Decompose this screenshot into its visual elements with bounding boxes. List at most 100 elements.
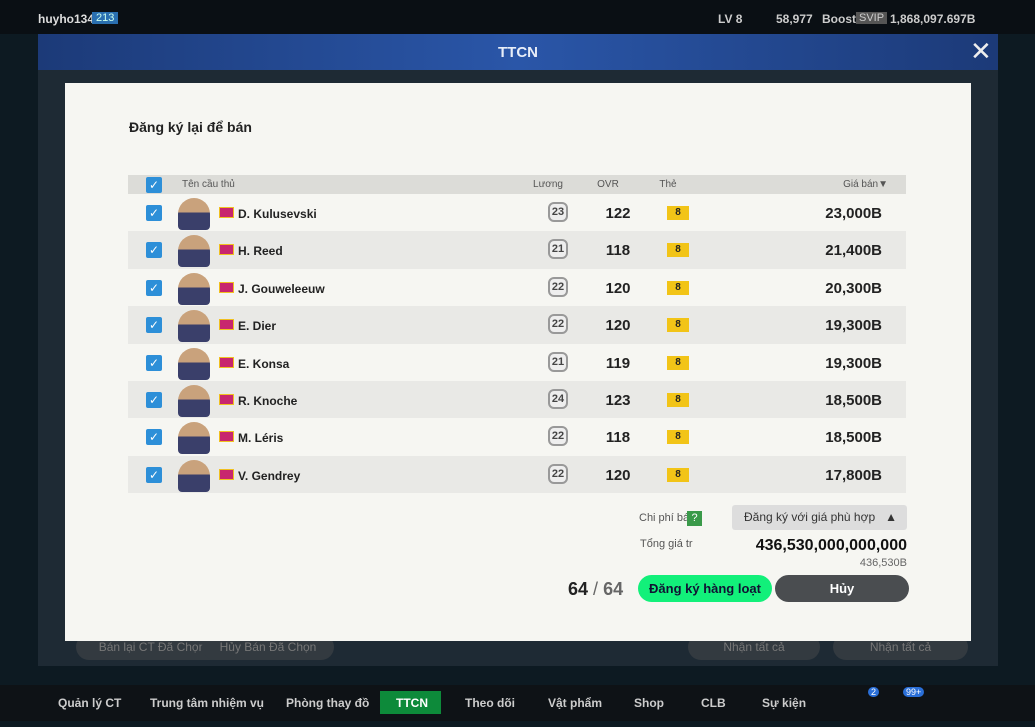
season-badge	[219, 431, 234, 443]
row-checkbox[interactable]: ✓	[146, 466, 162, 483]
card-grade: 8	[667, 318, 689, 333]
card-grade: 8	[667, 393, 689, 407]
nav-item[interactable]: Quản lý CT	[58, 696, 122, 710]
ovr: 122	[605, 205, 631, 222]
salary-badge: 22	[548, 426, 568, 447]
price-dropdown[interactable]: Đăng ký với giá phù hợp ▲	[732, 505, 907, 530]
ovr: 118	[605, 429, 631, 447]
card-grade: 8	[667, 243, 689, 258]
player-name: M. Léris	[238, 431, 284, 446]
salary-badge: 22	[548, 276, 568, 297]
player-name: V. Gendrey	[238, 468, 301, 483]
table-row: ✓ E. Dier 22 120 8 19,300B	[128, 306, 906, 344]
card-grade: 8	[667, 430, 689, 445]
season-badge	[219, 207, 234, 218]
sale-price: 23,000B	[825, 205, 882, 222]
sale-price: 19,300B	[825, 354, 882, 372]
row-checkbox[interactable]: ✓	[146, 279, 162, 296]
table-row: ✓ R. Knoche 24 123 8 18,500B	[128, 381, 906, 419]
nav-item[interactable]: Phòng thay đồ	[286, 696, 370, 710]
salary-badge: 21	[548, 351, 568, 372]
column-header: OVR	[597, 179, 619, 190]
player-name: R. Knoche	[238, 394, 298, 408]
player-avatar	[178, 347, 210, 380]
column-header: Thẻ	[659, 179, 677, 190]
top-bar: huyho134 213 LV 8 58,977 Boost SVIP 1,86…	[0, 0, 1035, 34]
ovr: 120	[605, 466, 631, 484]
row-checkbox[interactable]: ✓	[146, 392, 162, 408]
nav-item[interactable]: Vật phẩm	[548, 696, 603, 710]
count-total: 64	[603, 579, 624, 599]
ovr: 120	[605, 279, 631, 297]
salary-badge: 24	[548, 389, 568, 409]
count: 64 / 64	[568, 579, 623, 600]
close-button[interactable]: ✕	[970, 36, 992, 66]
table-row: ✓ M. Léris 22 118 8 18,500B	[128, 418, 906, 456]
season-badge	[219, 244, 234, 256]
player-avatar	[178, 422, 210, 455]
nav-item[interactable]: Sự kiện	[762, 696, 807, 710]
salary-badge: 21	[548, 239, 568, 260]
table-row: ✓ E. Konsa 21 119 8 19,300B	[128, 343, 906, 381]
dialog-title: Đăng ký lại để bán	[129, 119, 252, 135]
card-grade: 8	[667, 280, 689, 295]
window-header: TTCN	[38, 34, 998, 70]
cost-label: Chi phí bá	[639, 512, 690, 524]
salary-badge: 22	[548, 463, 568, 484]
nav-item[interactable]: Trung tâm nhiệm vụ	[150, 696, 265, 710]
username: huyho134	[38, 12, 95, 26]
card-grade: 8	[667, 467, 689, 482]
player-name: E. Konsa	[238, 356, 290, 371]
season-badge	[219, 468, 234, 480]
sale-price: 19,300B	[825, 317, 882, 335]
table-row: ✓ H. Reed 21 118 8 21,400B	[128, 231, 906, 269]
player-avatar	[178, 385, 210, 417]
row-checkbox[interactable]: ✓	[146, 317, 162, 334]
row-checkbox[interactable]: ✓	[146, 242, 162, 259]
season-badge	[219, 394, 234, 405]
sale-price: 17,800B	[825, 466, 882, 484]
cancel-button[interactable]: Hủy	[775, 575, 909, 602]
table-header: ✓ Tên cầu thủ Lương OVR Thẻ Giá bán▼	[128, 175, 906, 194]
row-checkbox[interactable]: ✓	[146, 354, 162, 371]
column-header: Lương	[533, 179, 563, 190]
total-short: 436,530B	[859, 557, 907, 569]
total-label: Tổng giá tr	[640, 538, 693, 550]
header-checkbox[interactable]: ✓	[146, 177, 162, 193]
bottom-nav: Quản lý CT Trung tâm nhiệm vụ Phòng thay đ…	[0, 685, 1035, 721]
table-row: ✓ D. Kulusevski 23 122 8 23,000B	[128, 194, 906, 232]
player-name: H. Reed	[238, 244, 283, 259]
season-badge	[219, 281, 234, 293]
column-header: Tên cầu thủ	[182, 179, 235, 190]
card-grade: 8	[667, 206, 689, 220]
sale-price: 18,500B	[825, 429, 882, 447]
nav-item[interactable]: TTCN	[396, 696, 428, 710]
nav-active-bg	[380, 691, 441, 714]
player-avatar	[178, 198, 210, 230]
dialog: Đăng ký lại để bán ✓ Tên cầu thủ Lương OVR T…	[65, 83, 971, 641]
nav-item[interactable]: Theo dõi	[465, 696, 515, 710]
sale-price: 18,500B	[825, 392, 882, 409]
help-icon[interactable]: ?	[687, 511, 702, 526]
row-checkbox[interactable]: ✓	[146, 429, 162, 446]
player-avatar	[178, 459, 210, 492]
nav-item[interactable]: Shop	[634, 696, 664, 710]
player-avatar	[178, 272, 210, 305]
salary-badge: 22	[548, 314, 568, 335]
nav-item[interactable]: CLB	[701, 696, 726, 710]
count-selected: 64	[568, 579, 589, 599]
window-title: TTCN	[498, 44, 538, 61]
ovr: 119	[605, 354, 631, 372]
row-checkbox[interactable]: ✓	[146, 205, 162, 221]
user-level: 213	[92, 12, 119, 24]
player-table: ✓ Tên cầu thủ Lương OVR Thẻ Giá bán▼ ✓ D. Kulus…	[128, 175, 906, 494]
vip: SVIP	[856, 12, 888, 24]
ovr: 118	[605, 242, 631, 260]
column-header: Giá bán▼	[843, 179, 888, 190]
level: LV 8	[718, 12, 743, 26]
nav-badge: 2	[868, 687, 880, 697]
confirm-button[interactable]: Đăng ký hàng loạt	[638, 575, 772, 602]
season-badge	[219, 319, 234, 331]
player-name: D. Kulusevski	[238, 207, 317, 221]
